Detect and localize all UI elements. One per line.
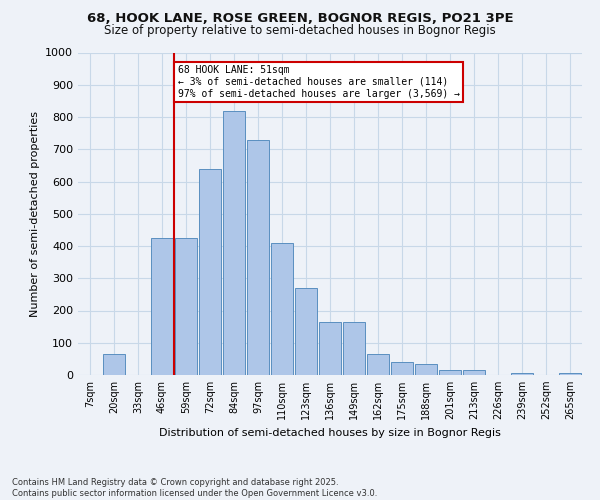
Bar xyxy=(343,322,365,375)
Bar xyxy=(247,140,269,375)
Bar xyxy=(175,238,197,375)
Bar xyxy=(103,354,125,375)
Bar xyxy=(439,370,461,375)
Bar xyxy=(319,322,341,375)
Bar xyxy=(391,362,413,375)
Text: 68, HOOK LANE, ROSE GREEN, BOGNOR REGIS, PO21 3PE: 68, HOOK LANE, ROSE GREEN, BOGNOR REGIS,… xyxy=(86,12,514,26)
Bar xyxy=(199,168,221,375)
Bar xyxy=(223,110,245,375)
Bar xyxy=(367,354,389,375)
Bar xyxy=(271,243,293,375)
X-axis label: Distribution of semi-detached houses by size in Bognor Regis: Distribution of semi-detached houses by … xyxy=(159,428,501,438)
Text: 68 HOOK LANE: 51sqm
← 3% of semi-detached houses are smaller (114)
97% of semi-d: 68 HOOK LANE: 51sqm ← 3% of semi-detache… xyxy=(178,66,460,98)
Bar xyxy=(295,288,317,375)
Bar xyxy=(511,374,533,375)
Text: Size of property relative to semi-detached houses in Bognor Regis: Size of property relative to semi-detach… xyxy=(104,24,496,37)
Bar xyxy=(415,364,437,375)
Bar xyxy=(559,374,581,375)
Bar xyxy=(151,238,173,375)
Text: Contains HM Land Registry data © Crown copyright and database right 2025.
Contai: Contains HM Land Registry data © Crown c… xyxy=(12,478,377,498)
Y-axis label: Number of semi-detached properties: Number of semi-detached properties xyxy=(29,111,40,317)
Bar xyxy=(463,370,485,375)
